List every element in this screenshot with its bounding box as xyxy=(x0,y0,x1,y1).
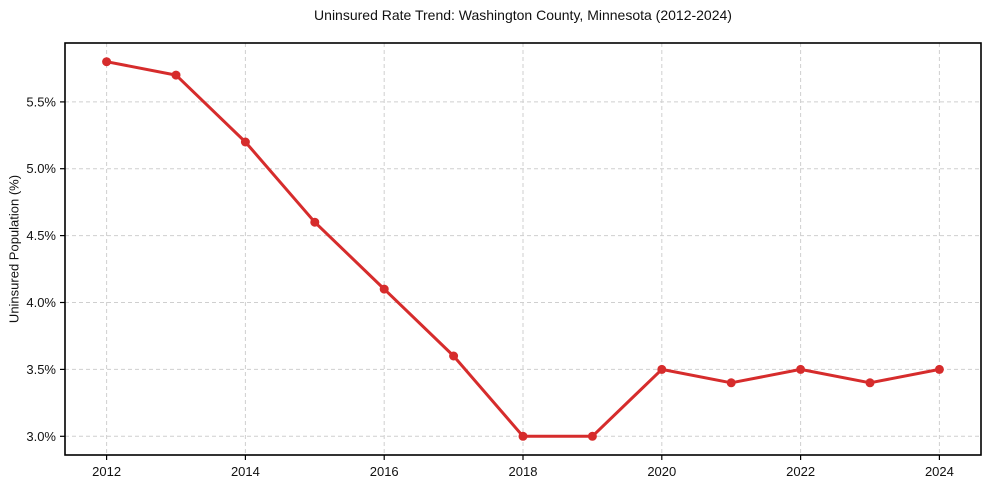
x-tick-label: 2014 xyxy=(231,464,260,479)
x-tick-label: 2022 xyxy=(786,464,815,479)
x-tick-label: 2016 xyxy=(370,464,399,479)
x-tick-label: 2024 xyxy=(925,464,954,479)
data-point xyxy=(587,431,597,441)
y-tick-label: 4.5% xyxy=(26,228,56,243)
data-point xyxy=(934,364,944,374)
data-point xyxy=(796,364,806,374)
x-tick-label: 2020 xyxy=(647,464,676,479)
y-tick-label: 5.5% xyxy=(26,94,56,109)
data-point xyxy=(379,284,389,294)
data-point xyxy=(171,70,181,80)
data-point xyxy=(240,137,250,147)
x-tick-label: 2018 xyxy=(509,464,538,479)
x-tick-label: 2012 xyxy=(92,464,121,479)
data-point xyxy=(310,217,320,227)
data-point xyxy=(449,351,459,361)
data-point xyxy=(102,57,112,67)
data-point xyxy=(865,378,875,388)
data-point xyxy=(518,431,528,441)
data-point xyxy=(657,364,667,374)
y-tick-label: 3.0% xyxy=(26,429,56,444)
y-tick-label: 5.0% xyxy=(26,161,56,176)
y-tick-label: 4.0% xyxy=(26,295,56,310)
chart-title: Uninsured Rate Trend: Washington County,… xyxy=(314,7,732,23)
data-point xyxy=(726,378,736,388)
y-tick-label: 3.5% xyxy=(26,362,56,377)
